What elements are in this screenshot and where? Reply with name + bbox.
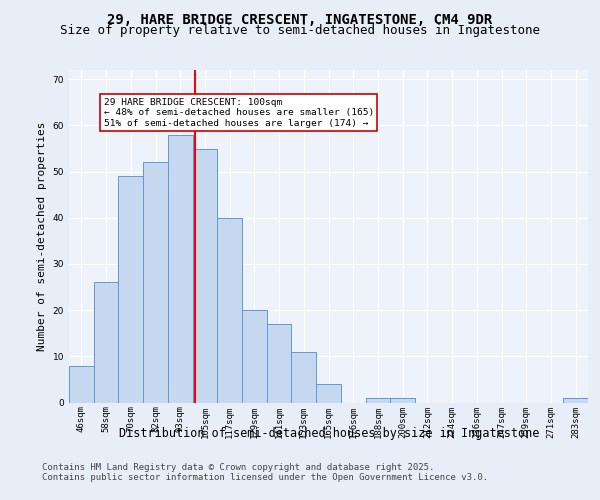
Text: Distribution of semi-detached houses by size in Ingatestone: Distribution of semi-detached houses by … bbox=[119, 428, 539, 440]
Bar bbox=[69, 366, 94, 403]
Bar bbox=[292, 352, 316, 403]
Bar bbox=[168, 134, 193, 402]
Text: Contains public sector information licensed under the Open Government Licence v3: Contains public sector information licen… bbox=[42, 472, 488, 482]
Bar bbox=[94, 282, 118, 403]
Bar bbox=[143, 162, 168, 402]
Bar bbox=[390, 398, 415, 402]
Bar bbox=[267, 324, 292, 402]
Bar bbox=[316, 384, 341, 402]
Bar bbox=[193, 148, 217, 402]
Text: Contains HM Land Registry data © Crown copyright and database right 2025.: Contains HM Land Registry data © Crown c… bbox=[42, 462, 434, 471]
Y-axis label: Number of semi-detached properties: Number of semi-detached properties bbox=[37, 122, 47, 351]
Bar bbox=[563, 398, 588, 402]
Bar bbox=[365, 398, 390, 402]
Bar bbox=[217, 218, 242, 402]
Text: 29, HARE BRIDGE CRESCENT, INGATESTONE, CM4 9DR: 29, HARE BRIDGE CRESCENT, INGATESTONE, C… bbox=[107, 12, 493, 26]
Text: Size of property relative to semi-detached houses in Ingatestone: Size of property relative to semi-detach… bbox=[60, 24, 540, 37]
Bar bbox=[118, 176, 143, 402]
Bar bbox=[242, 310, 267, 402]
Text: 29 HARE BRIDGE CRESCENT: 100sqm
← 48% of semi-detached houses are smaller (165)
: 29 HARE BRIDGE CRESCENT: 100sqm ← 48% of… bbox=[104, 98, 374, 128]
